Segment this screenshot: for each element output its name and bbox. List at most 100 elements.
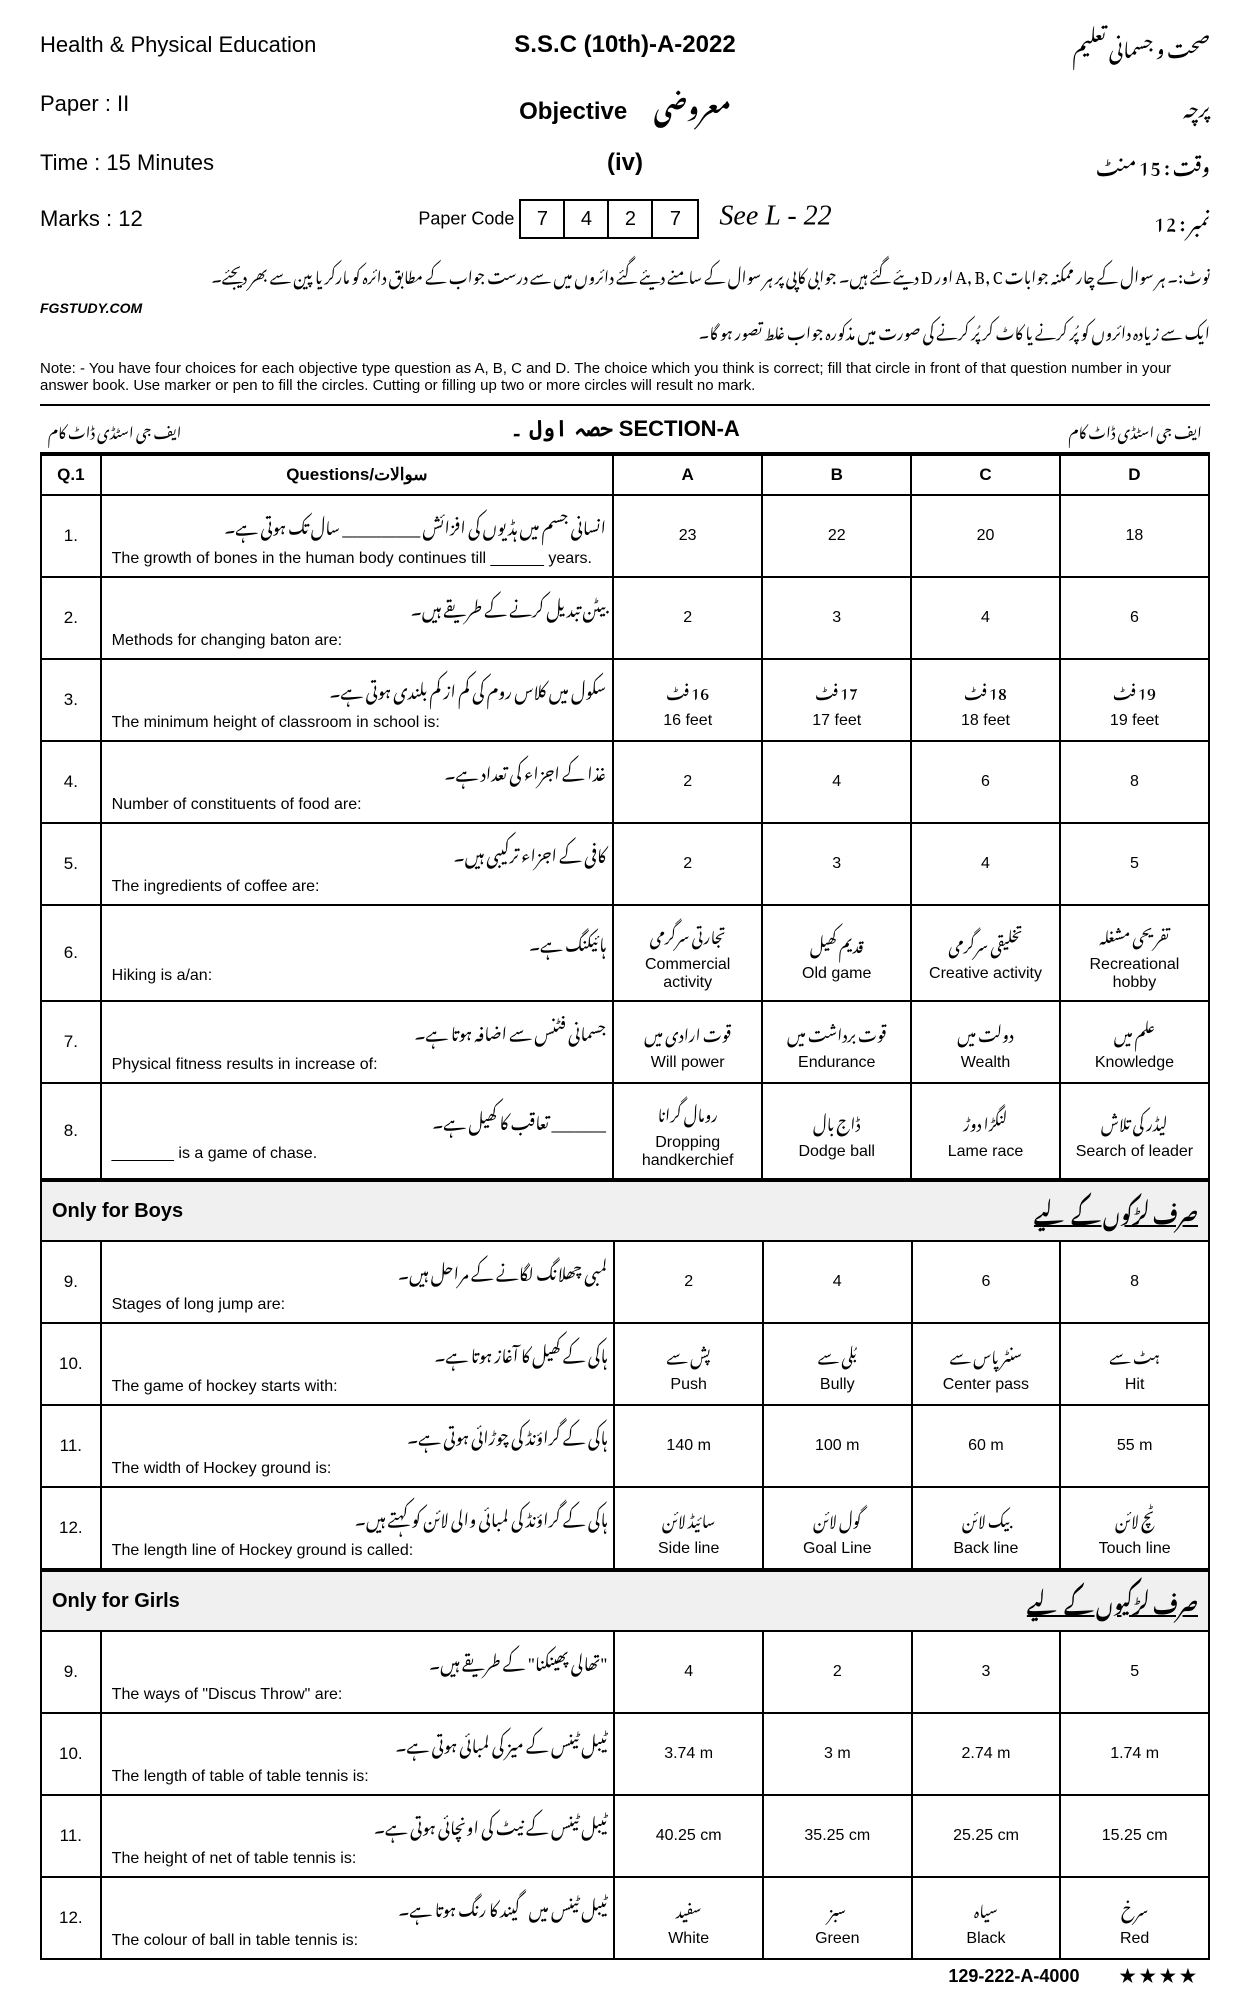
option-c: 2.74 m xyxy=(912,1713,1061,1795)
option-urdu: 17 فٹ xyxy=(769,670,904,710)
option-a: سائیڈ لائنSide line xyxy=(614,1487,763,1569)
question-cell: سکول میں کلاس روم کی کم از کم بلندی ہوتی… xyxy=(101,659,613,741)
paper-en: Paper : II xyxy=(40,91,430,117)
option-urdu: 18 فٹ xyxy=(918,670,1053,710)
header-row-3: Time : 15 Minutes (iv) وقت : 15 منٹ xyxy=(40,138,1210,188)
watermark: FGSTUDY.COM xyxy=(40,300,142,356)
option-en: 3 xyxy=(769,855,904,873)
question-urdu: سکول میں کلاس روم کی کم از کم بلندی ہوتی… xyxy=(112,668,606,710)
option-en: 4 xyxy=(770,1273,905,1291)
row-number: 11. xyxy=(41,1405,101,1487)
option-urdu: سبز xyxy=(770,1888,905,1928)
table-row: 5.کافی کے اجزاء ترکیبی ہیں۔The ingredien… xyxy=(41,823,1209,905)
option-en: Goal Line xyxy=(770,1540,905,1558)
option-en: 2 xyxy=(621,1273,756,1291)
option-en: Creative activity xyxy=(918,965,1053,983)
option-en: 4 xyxy=(621,1663,756,1681)
option-b: 100 m xyxy=(763,1405,912,1487)
row-number: 6. xyxy=(41,905,101,1001)
question-en: Number of constituents of food are: xyxy=(112,796,606,814)
option-b: 3 xyxy=(762,823,911,905)
question-en: The colour of ball in table tennis is: xyxy=(112,1932,608,1950)
question-urdu: ہائیکنگ ہے۔ xyxy=(112,921,606,963)
option-d: 6 xyxy=(1060,577,1209,659)
table-row: 12.ہاکی کے گراؤنڈ کی لمبائی والی لائن کو… xyxy=(41,1487,1209,1569)
option-a: 2 xyxy=(613,577,762,659)
row-number: 1. xyxy=(41,495,101,577)
option-en: 25.25 cm xyxy=(919,1827,1054,1845)
option-en: Will power xyxy=(620,1054,755,1072)
option-en: Hit xyxy=(1067,1376,1202,1394)
option-b: بُلی سےBully xyxy=(763,1323,912,1405)
question-en: Physical fitness results in increase of: xyxy=(112,1056,606,1074)
row-number: 12. xyxy=(41,1487,101,1569)
option-urdu: 19 فٹ xyxy=(1067,670,1202,710)
section-title: حصہ اول ۔ SECTION-A xyxy=(182,416,1069,442)
option-b: 17 فٹ17 feet xyxy=(762,659,911,741)
option-en: 55 m xyxy=(1067,1437,1202,1455)
note-english: Note: - You have four choices for each o… xyxy=(40,360,1210,394)
option-en: 16 feet xyxy=(620,712,755,730)
question-en: The game of hockey starts with: xyxy=(112,1378,608,1396)
table-row: 11.ٹیبل ٹینس کے نیٹ کی اونچائی ہوتی ہے۔T… xyxy=(41,1795,1209,1877)
option-c: 6 xyxy=(911,741,1060,823)
option-en: 2 xyxy=(620,855,755,873)
col-num: Q.1 xyxy=(41,455,101,495)
option-c: سنٹر پاس سےCenter pass xyxy=(912,1323,1061,1405)
row-number: 2. xyxy=(41,577,101,659)
boys-bar: Only for Boys صرف لڑکوں کے لیے xyxy=(40,1180,1210,1240)
option-en: Green xyxy=(770,1930,905,1948)
question-urdu: انسانی جسم میں ہڈیوں کی افزائش _________… xyxy=(112,504,606,546)
girls-en: Only for Girls xyxy=(52,1590,180,1613)
table-row: 12.ٹیبل ٹینس میں گیند کا رنگ ہوتا ہے۔The… xyxy=(41,1877,1209,1959)
option-en: Side line xyxy=(621,1540,756,1558)
option-en: Black xyxy=(919,1930,1054,1948)
table-row: 4.غذا کے اجزاء کی تعداد ہے۔Number of con… xyxy=(41,741,1209,823)
question-cell: ٹیبل ٹینس کے نیٹ کی اونچائی ہوتی ہے۔The … xyxy=(101,1795,615,1877)
main-question-table: Q.1 Questions/سوالات A B C D 1.انسانی جس… xyxy=(40,454,1210,1180)
option-d: تفریحی مشغلہRecreational hobby xyxy=(1060,905,1209,1001)
question-cell: "تھالی پھینکنا" کے طریقے ہیں۔The ways of… xyxy=(101,1631,615,1713)
option-en: 2 xyxy=(620,609,755,627)
question-cell: ہاکی کے گراؤنڈ کی چوڑائی ہوتی ہے۔The wid… xyxy=(101,1405,615,1487)
girls-question-table: 9."تھالی پھینکنا" کے طریقے ہیں۔The ways … xyxy=(40,1630,1210,1960)
marks-ur: نمبر : 12 xyxy=(918,194,1211,244)
option-en: Touch line xyxy=(1067,1540,1202,1558)
option-urdu: تفریحی مشغلہ xyxy=(1067,914,1202,954)
row-number: 3. xyxy=(41,659,101,741)
row-number: 7. xyxy=(41,1001,101,1083)
question-en: The growth of bones in the human body co… xyxy=(112,550,606,568)
option-en: 3.74 m xyxy=(621,1745,756,1763)
subject-en: Health & Physical Education xyxy=(40,32,430,58)
option-a: 40.25 cm xyxy=(614,1795,763,1877)
option-d: ہٹ سےHit xyxy=(1060,1323,1209,1405)
option-a: 3.74 m xyxy=(614,1713,763,1795)
option-urdu: علم میں xyxy=(1067,1012,1202,1052)
option-en: 4 xyxy=(918,855,1053,873)
option-en: 40.25 cm xyxy=(621,1827,756,1845)
option-urdu: تخلیقی سرگرمی xyxy=(918,923,1053,963)
table-row: 3. سکول میں کلاس روم کی کم از کم بلندی ہو… xyxy=(41,659,1209,741)
option-d: 1.74 m xyxy=(1060,1713,1209,1795)
question-urdu: لمبی چھلانگ لگانے کے مراحل ہیں۔ xyxy=(112,1250,608,1292)
option-en: Dodge ball xyxy=(769,1143,904,1161)
option-a: 16 فٹ16 feet xyxy=(613,659,762,741)
option-en: Endurance xyxy=(769,1054,904,1072)
question-cell: کافی کے اجزاء ترکیبی ہیں۔The ingredients… xyxy=(101,823,613,905)
header-row-2: Paper : II Objective معروضی پرچہ xyxy=(40,74,1210,134)
question-en: The length line of Hockey ground is call… xyxy=(112,1542,608,1560)
option-d: ٹچ لائنTouch line xyxy=(1060,1487,1209,1569)
question-urdu: ٹیبل ٹینس کے میز کی لمبائی ہوتی ہے۔ xyxy=(112,1722,608,1764)
footer-stars: ★★★★ xyxy=(1119,1966,1200,1987)
question-cell: ہائیکنگ ہے۔Hiking is a/an: xyxy=(101,905,613,1001)
row-number: 10. xyxy=(41,1713,101,1795)
time-ur: وقت : 15 منٹ xyxy=(820,138,1210,188)
question-cell: جسمانی فٹنس سے اضافہ ہوتا ہے۔Physical fi… xyxy=(101,1001,613,1083)
question-en: Stages of long jump are: xyxy=(112,1296,608,1314)
option-en: 4 xyxy=(769,773,904,791)
option-b: 35.25 cm xyxy=(763,1795,912,1877)
option-en: 2 xyxy=(770,1663,905,1681)
code-digit-4: 7 xyxy=(653,201,697,237)
option-urdu: بُلی سے xyxy=(770,1334,905,1374)
option-c: لنگڑا دوڑLame race xyxy=(911,1083,1060,1179)
